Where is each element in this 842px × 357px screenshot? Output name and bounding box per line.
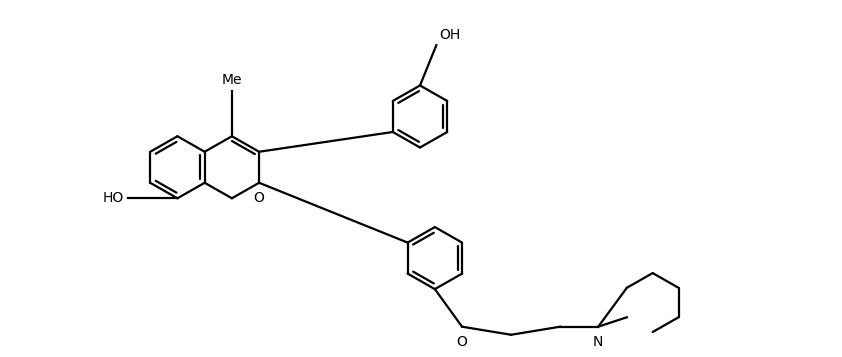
Text: N: N	[593, 335, 604, 348]
Text: O: O	[456, 335, 467, 348]
Text: O: O	[253, 191, 264, 205]
Text: OH: OH	[440, 28, 461, 42]
Text: HO: HO	[102, 191, 124, 205]
Text: Me: Me	[221, 73, 242, 87]
